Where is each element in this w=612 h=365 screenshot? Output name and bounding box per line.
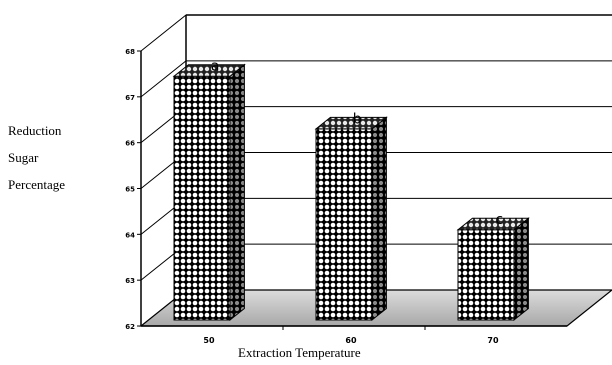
x-tick-labels: 50 60 70: [203, 326, 499, 345]
bar-letter-label: c: [495, 212, 503, 228]
bar-top: [456, 217, 530, 231]
y-tick-labels: 62 63 64 65 66 67 68: [125, 48, 141, 331]
x-tick-label: 50: [203, 336, 215, 345]
bar-side: [371, 116, 387, 322]
bar-front: [173, 75, 231, 321]
bar-70: [456, 217, 530, 322]
bar-side: [229, 63, 245, 322]
y-tick-label: 64: [125, 231, 135, 239]
y-tick-label: 62: [125, 323, 135, 331]
y-tick-label: 65: [125, 186, 135, 194]
x-axis-title: Extraction Temperature: [238, 345, 361, 360]
x-tick-label: 70: [487, 336, 499, 345]
bar-top: [172, 64, 246, 77]
bar-60: [314, 116, 388, 322]
bar-front: [457, 229, 515, 321]
bar-top: [314, 116, 388, 130]
bar-letter-label: a: [211, 59, 220, 75]
bar-side: [513, 217, 529, 322]
bar-letter-labels: a b c: [211, 59, 503, 229]
y-tick-label: 66: [125, 140, 135, 148]
bar-50: [172, 63, 246, 322]
bar-letter-label: b: [353, 111, 362, 127]
gridline: [140, 14, 612, 52]
y-tick-label: 67: [125, 94, 135, 102]
y-tick-label: 63: [125, 277, 135, 285]
bar-front: [315, 128, 373, 321]
y-tick-label: 68: [125, 48, 135, 56]
y-axis-title-line-3: Percentage: [8, 177, 66, 192]
gridline: [140, 60, 612, 98]
x-tick-label: 60: [345, 336, 357, 345]
bars: [172, 63, 530, 322]
y-axis-title-line-1: Reduction: [8, 123, 62, 138]
y-axis-title-line-2: Sugar: [8, 150, 39, 165]
